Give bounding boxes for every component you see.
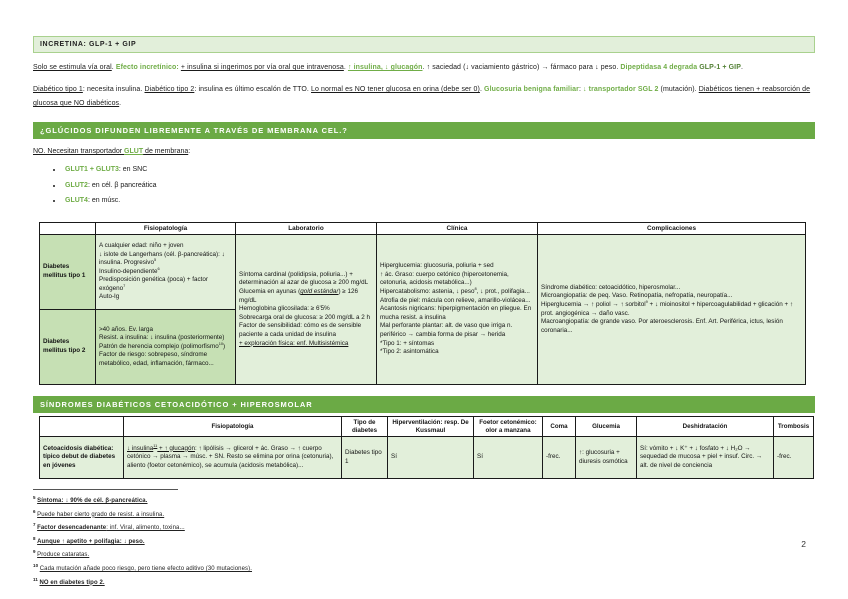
footnote-text: Produce cataratas.: [37, 552, 90, 559]
footnote-9: 9Produce cataratas.: [33, 547, 815, 561]
table2-header-tipo-diabetes: Tipo de diabetes: [341, 416, 388, 437]
glut-bullet-list: GLUT1 + GLUT3: en SNC GLUT2: en cél. β p…: [63, 162, 815, 209]
table2-header-hiperventilacion: Hiperventilación: resp. De Kussmaul: [387, 416, 474, 437]
footnote-10: 10Cada mutación añade poco riesgo, pero …: [33, 561, 815, 575]
section-banner-sindromes: SÍNDROMES DIABÉTICOS CETOACIDÓTICO + HIP…: [33, 396, 815, 413]
table2-header-deshidratacion: Deshidratación: [636, 416, 774, 437]
table2-header-empty: [39, 416, 124, 437]
footnote-8: 8Aunque ↑ apetito + polifagia: ↓ peso.: [33, 534, 815, 548]
row-label-diabetes-tipo1: Diabetes mellitus tipo 1: [39, 234, 96, 310]
footnote-separator: [33, 489, 178, 490]
sindromes-diabeticos-table: Fisiopatología Tipo de diabetes Hiperven…: [39, 416, 814, 479]
table-row-diabetes-tipo1: Diabetes mellitus tipo 1 A cualquier eda…: [39, 234, 806, 385]
footnote-number: 6: [33, 508, 36, 514]
footnotes-block: 5Síntoma: ↓ 90% de cél. β-pancreática. 6…: [33, 493, 815, 588]
list-item-glut2: GLUT2: en cél. β pancreática: [63, 178, 815, 194]
footnote-7: 7Factor desencadenante: inf. Viral, alim…: [33, 520, 815, 534]
table1-header-clinica: Clínica: [376, 221, 538, 235]
paragraph-diabetico: Diabético tipo 1: necesita insulina. Dia…: [33, 86, 811, 107]
footnote-number: 5: [33, 495, 36, 500]
list-item-glut4: GLUT4: en músc.: [63, 193, 815, 209]
cell-trombosis: -frec.: [773, 436, 814, 479]
row-label-cetoacidosis: Cetoacidosis diabética: típico debut de …: [39, 436, 124, 479]
footnote-6: 6Puede haber cierto grado de resist. a i…: [33, 507, 815, 521]
footnote-text: Puede haber cierto grado de resist. a in…: [37, 511, 165, 518]
footnote-5: 5Síntoma: ↓ 90% de cél. β-pancreática.: [33, 493, 815, 507]
footnote-number: 10: [33, 562, 39, 568]
cell-glucemia: ↑: glucosuria + diuresis osmótica: [575, 436, 637, 479]
cell-fisiopatologia-tipo2: >40 años. Ev. larga Resist. a insulina: …: [95, 309, 236, 385]
footnote-number: 11: [33, 576, 38, 582]
table-row-cetoacidosis: Cetoacidosis diabética: típico debut de …: [39, 436, 814, 479]
page-number: 2: [801, 539, 806, 549]
footnote-text: NO en diabetes tipo 2.: [39, 579, 105, 586]
table2-header-glucemia: Glucemia: [575, 416, 637, 437]
footnote-text: Cada mutación añade poco riesgo, pero ti…: [39, 565, 253, 572]
footnote-number: 8: [33, 535, 36, 541]
table-header-row: Fisiopatología Laboratorio Clínica Compl…: [39, 221, 806, 235]
page-title: INCRETINA: GLP-1 + GIP: [33, 36, 815, 53]
footnote-text: Factor desencadenante: inf. Viral, alime…: [37, 525, 185, 532]
cell-coma: -frec.: [542, 436, 576, 479]
table-header-row: Fisiopatología Tipo de diabetes Hiperven…: [39, 416, 814, 437]
table1-header-laboratorio: Laboratorio: [235, 221, 377, 235]
footnote-text: Síntoma: ↓ 90% de cél. β-pancreática.: [37, 498, 148, 504]
table1-header-fisiopatologia: Fisiopatología: [95, 221, 236, 235]
paragraph-incretina: Solo se estimula vía oral. Efecto incret…: [33, 64, 744, 71]
cell-hiperventilacion: Sí: [387, 436, 474, 479]
footnote-text: Aunque ↑ apetito + polifagia: ↓ peso.: [37, 538, 145, 545]
footnote-11: 11NO en diabetes tipo 2.: [33, 575, 815, 589]
glut-lead-text: NO. Necesitan transportador GLUT de memb…: [33, 148, 191, 155]
table1-header-empty: [39, 221, 96, 235]
cell-clinica: Hiperglucemia: glucosuria, poliuria + se…: [376, 234, 538, 385]
table2-header-foetor: Foetor cetonémico: olor a manzana: [473, 416, 543, 437]
section-banner-glucidos: ¿GLÚCIDOS DIFUNDEN LIBREMENTE A TRAVÉS D…: [33, 122, 815, 139]
footnote-number: 9: [33, 549, 36, 555]
table2-header-coma: Coma: [542, 416, 576, 437]
cell-foetor: Sí: [473, 436, 543, 479]
cell-deshidratacion: Sí: vómito + ↓ K⁺ + ↓ fosfato + ↓ H₂O → …: [636, 436, 774, 479]
list-item-glut1-glut3: GLUT1 + GLUT3: en SNC: [63, 162, 815, 178]
cell-fisiopatologia-tipo1: A cualquier edad: niño + joven ↓ islote …: [95, 234, 236, 310]
row-label-diabetes-tipo2: Diabetes mellitus tipo 2: [39, 309, 96, 385]
cell-complicaciones: Síndrome diabético: cetoacidótico, hiper…: [537, 234, 806, 385]
table2-header-fisiopatologia: Fisiopatología: [123, 416, 342, 437]
table2-header-trombosis: Trombosis: [773, 416, 814, 437]
footnote-number: 7: [33, 522, 36, 528]
table1-header-complicaciones: Complicaciones: [537, 221, 806, 235]
cell-laboratorio: Síntoma cardinal (polidipsia, poliuria..…: [235, 234, 377, 385]
cell-fisiopatologia-cetoacidosis: ↓ insulina11 + ↑ glucagón: ↑ lipólisis →…: [123, 436, 342, 479]
diabetes-comparison-table: Fisiopatología Laboratorio Clínica Compl…: [39, 221, 806, 385]
table-row-diabetes-tipo2: Diabetes mellitus tipo 2 >40 años. Ev. l…: [39, 309, 806, 385]
cell-tipo-diabetes: Diabetes tipo 1: [341, 436, 388, 479]
